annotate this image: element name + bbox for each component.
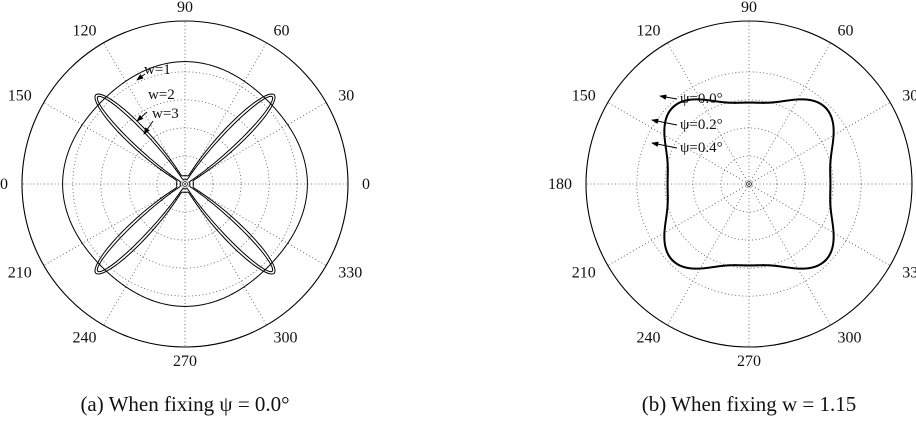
angle-tick-label: 30 bbox=[338, 88, 354, 105]
grid-spoke bbox=[43, 102, 186, 185]
annotations-b: ψ=0.0° ψ=0.2° ψ=0.4° bbox=[651, 91, 723, 156]
caption-b: (b) When fixing w = 1.15 bbox=[642, 392, 856, 416]
angle-tick-label: 210 bbox=[8, 265, 32, 282]
angle-ticks-b: 0306090120150180210240270300330 bbox=[548, 0, 916, 370]
angle-tick-label: 120 bbox=[637, 23, 661, 40]
series-curve bbox=[96, 95, 274, 273]
angle-tick-label: 240 bbox=[637, 329, 661, 346]
angle-tick-label: 60 bbox=[838, 23, 854, 40]
center-marker bbox=[746, 181, 752, 187]
angle-tick-label: 300 bbox=[274, 329, 298, 346]
angle-tick-label: 240 bbox=[73, 329, 97, 346]
annotation-arrow bbox=[136, 111, 148, 122]
angle-tick-label: 180 bbox=[548, 176, 572, 193]
angle-tick-label: 270 bbox=[737, 353, 761, 370]
curves-b bbox=[663, 98, 835, 270]
grid-spoke bbox=[667, 42, 750, 185]
series-label: ψ=0.4° bbox=[680, 140, 723, 156]
annotation-arrow bbox=[659, 94, 678, 100]
outer-ring bbox=[585, 20, 913, 348]
annotation-arrow bbox=[143, 120, 154, 135]
grid-spoke bbox=[184, 102, 327, 185]
angle-tick-label: 210 bbox=[572, 265, 596, 282]
grid-spoke bbox=[103, 183, 186, 326]
outer-ring bbox=[21, 20, 349, 348]
annotation-arrow bbox=[651, 118, 678, 126]
grid-spoke bbox=[607, 183, 750, 266]
grid-spoke bbox=[184, 183, 327, 266]
grid-spoke bbox=[748, 102, 891, 185]
series-label: ψ=0.2° bbox=[680, 117, 723, 133]
angle-tick-label: 330 bbox=[902, 265, 916, 282]
annotations-a: w=1 w=2 w=3 bbox=[136, 62, 179, 135]
series-label: ψ=0.0° bbox=[680, 91, 723, 107]
series-curve bbox=[94, 93, 276, 275]
series-curve bbox=[664, 99, 834, 269]
polar-panel-b: 0306090120150180210240270300330 ψ=0.0°ψ=… bbox=[548, 0, 916, 416]
angle-tick-label: 150 bbox=[8, 88, 32, 105]
grid-spoke bbox=[43, 183, 186, 266]
series-label: w=2 bbox=[148, 87, 175, 103]
grid-a bbox=[21, 20, 349, 348]
angle-tick-label: 120 bbox=[73, 23, 97, 40]
caption-a: (a) When fixing ψ = 0.0° bbox=[80, 392, 289, 416]
angle-tick-label: 150 bbox=[572, 88, 596, 105]
center-marker bbox=[182, 181, 188, 187]
angle-tick-label: 300 bbox=[838, 329, 862, 346]
angle-tick-label: 90 bbox=[741, 0, 757, 16]
grid-spoke bbox=[748, 183, 831, 326]
grid-spoke bbox=[607, 102, 750, 185]
grid-spoke bbox=[748, 42, 831, 185]
grid-b bbox=[585, 20, 913, 348]
angle-tick-label: 90 bbox=[177, 0, 193, 16]
annotation-arrow bbox=[136, 73, 146, 81]
grid-spoke bbox=[103, 42, 186, 185]
annotation-arrow bbox=[651, 141, 678, 149]
angle-tick-label: 30 bbox=[902, 88, 916, 105]
curves-a bbox=[62, 61, 308, 307]
series-label: w=3 bbox=[152, 106, 179, 122]
grid-spoke bbox=[184, 183, 267, 326]
angle-tick-label: 330 bbox=[338, 265, 362, 282]
angle-ticks-a: 0 30 60 90 120 150 180 210 240 270 300 330 bbox=[0, 0, 370, 370]
grid-spoke bbox=[748, 183, 891, 266]
angle-tick-label: 60 bbox=[274, 23, 290, 40]
angle-tick-label: 180 bbox=[0, 176, 8, 193]
angle-tick-label: 270 bbox=[173, 353, 197, 370]
series-label: w=1 bbox=[144, 62, 171, 78]
grid-spoke bbox=[184, 42, 267, 185]
series-curve bbox=[62, 61, 308, 307]
angle-tick-label: 0 bbox=[362, 176, 370, 193]
polar-panel-a: 0306090120150180210240270300330 w=1w=2w=… bbox=[0, 0, 370, 416]
grid-spoke bbox=[667, 183, 750, 326]
